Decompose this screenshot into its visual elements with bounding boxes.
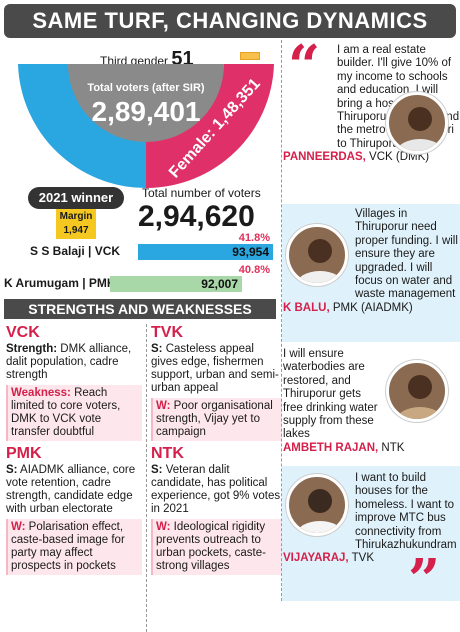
tvk-weakness: W: Poor organisational strength, Vijay y… (151, 398, 282, 441)
candidate-2-name: K Arumugam | PMK (4, 276, 116, 290)
winner-badge: 2021 winner (28, 187, 124, 209)
candidate-photo-vijayaraj (286, 474, 348, 536)
candidate-2-pct: 40.8% (238, 264, 270, 276)
total-disc (68, 64, 224, 142)
page-title: SAME TURF, CHANGING DYNAMICS (4, 4, 456, 38)
vck-title: VCK (6, 324, 40, 341)
tvk-title: TVK (151, 324, 183, 341)
candidate-1-name: S S Balaji | VCK (30, 244, 121, 258)
ntk-weakness: W: Ideological rigidity prevents outreac… (151, 519, 282, 575)
candidate-photo-panneerdas (386, 92, 448, 154)
stats-panel: Third gender 51 Total voters (after SIR)… (0, 40, 282, 632)
quote-3: I will ensure waterbodies are restored, … (283, 348, 405, 454)
open-quote-icon: “ (288, 33, 321, 99)
total-number-label: Total number of voters (142, 186, 261, 200)
total-voters-value: 2,89,401 (91, 96, 201, 127)
tvk-column: TVK S: Casteless appeal gives edge, fish… (146, 324, 282, 632)
quote-4: I want to build houses for the homeless.… (283, 472, 457, 565)
pmk-title: PMK (6, 445, 42, 462)
tvk-strength: S: Casteless appeal gives edge, fisherme… (151, 343, 279, 394)
third-gender-swatch (240, 52, 260, 60)
vck-strength: Strength: DMK alliance, dalit population… (6, 343, 132, 381)
candidate-1-bar: 93,954 (138, 244, 273, 260)
candidate-1-pct: 41.8% (238, 232, 270, 244)
close-quote-icon: ” (408, 547, 441, 613)
voter-gauge (18, 64, 274, 188)
pmk-strength: S: AIADMK alliance, core vote retention,… (6, 464, 136, 515)
candidate-photo-ambeth-rajan (386, 360, 448, 422)
candidate-photo-kbalu (286, 224, 348, 286)
vck-column: VCK Strength: DMK alliance, dalit popula… (6, 324, 142, 578)
quote-2: Villages in Thiruporur need proper fundi… (283, 208, 458, 314)
vck-weakness: Weakness: Reach limited to core voters, … (6, 385, 142, 441)
quotes-panel: “ I am a real estate builder. I'll give … (281, 33, 460, 608)
sw-heading: STRENGTHS AND WEAKNESSES (4, 299, 276, 319)
female-arc (146, 64, 274, 188)
ntk-title: NTK (151, 445, 184, 462)
margin-box: Margin 1,947 (56, 209, 96, 239)
ntk-strength: S: Veteran dalit candidate, has politica… (151, 464, 281, 515)
male-arc (18, 64, 146, 188)
total-number-value: 2,94,620 (138, 200, 255, 233)
candidate-2-bar: 92,007 (110, 276, 242, 292)
pmk-weakness: W: Polarisation effect, caste-based imag… (6, 519, 142, 575)
total-voters-label: Total voters (after SIR) (87, 82, 205, 94)
